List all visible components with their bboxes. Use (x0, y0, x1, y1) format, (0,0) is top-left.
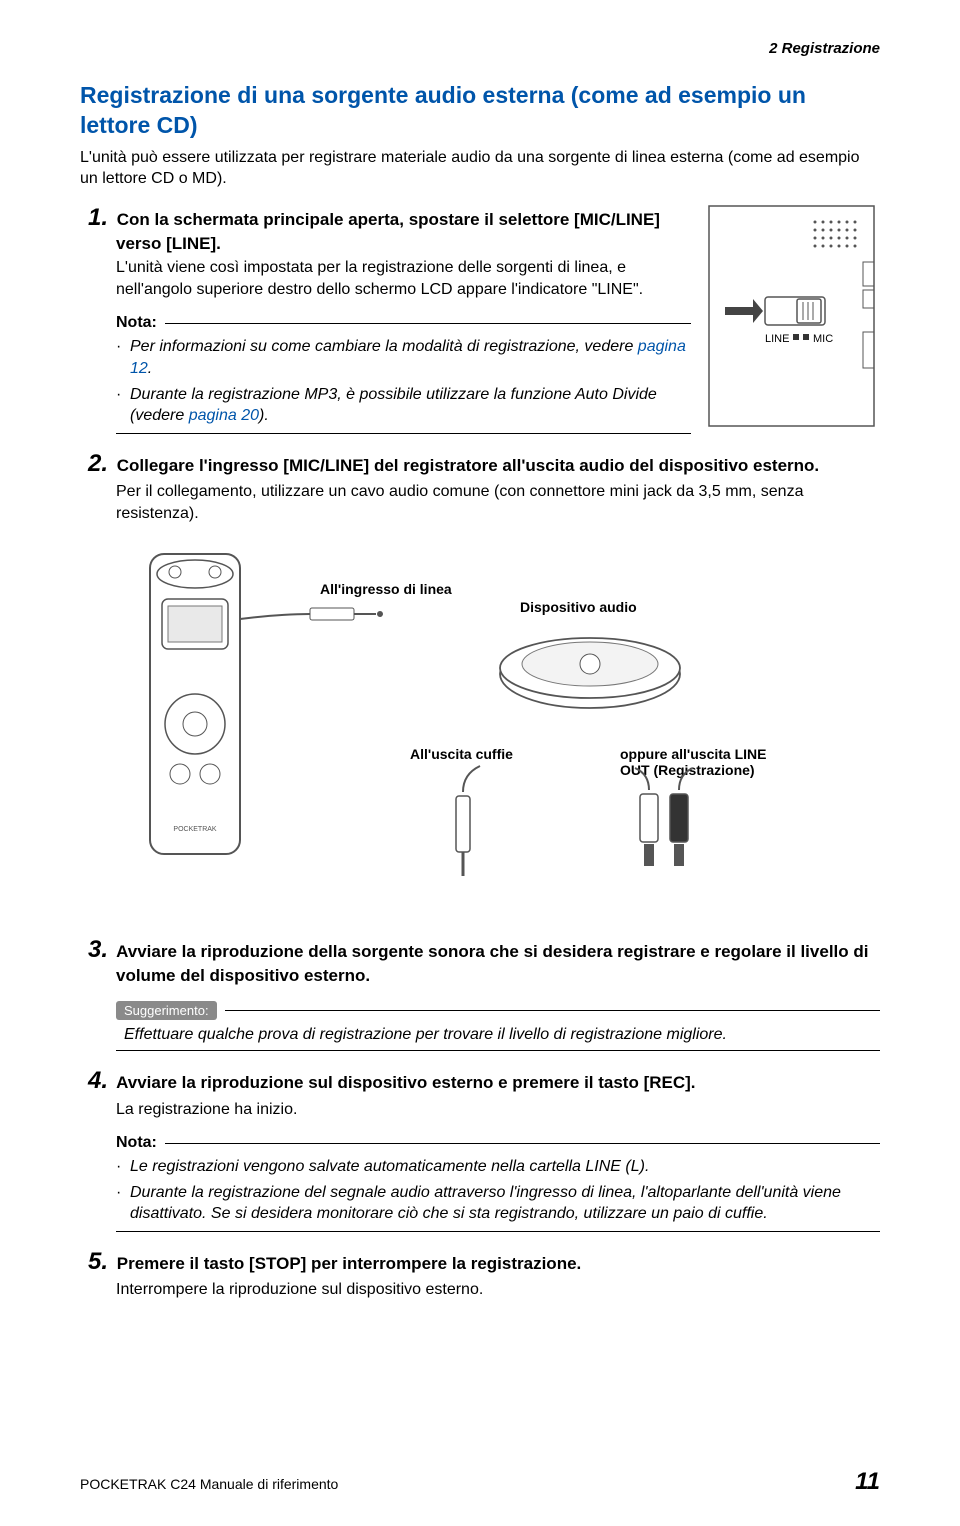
page-link: pagina 20 (189, 407, 259, 424)
page-number: 11 (855, 1468, 880, 1496)
audio-device-icon (500, 638, 680, 708)
footer-product: POCKETRAK C24 Manuale di riferimento (80, 1476, 338, 1492)
step-heading-text: Avviare la riproduzione della sorgente s… (116, 942, 868, 985)
note-list-1: Per informazioni su come cambiare la mod… (80, 336, 691, 426)
divider (116, 1050, 880, 1051)
step-1: 1. Con la schermata principale aperta, s… (80, 202, 691, 300)
step-1-heading: 1. Con la schermata principale aperta, s… (116, 202, 691, 255)
mic-label: MIC (813, 333, 833, 345)
step-1-body: L'unità viene così impostata per la regi… (116, 257, 691, 300)
divider (116, 433, 691, 434)
step-5-body: Interrompere la riproduzione sul disposi… (116, 1279, 880, 1301)
step-4-body: La registrazione ha inizio. (116, 1099, 880, 1121)
headphone-out-label: All'uscita cuffie (410, 746, 513, 762)
step-2-body: Per il collegamento, utilizzare un cavo … (116, 481, 880, 524)
page-footer: POCKETRAK C24 Manuale di riferimento 11 (80, 1468, 880, 1496)
note-item: Durante la registrazione MP3, è possibil… (116, 384, 691, 427)
intro-paragraph: L'unità può essere utilizzata per regist… (80, 147, 880, 190)
step-number: 4. (88, 1067, 108, 1094)
connection-diagram: POCKETRAK All'ingresso di linea Disposit… (80, 544, 880, 904)
step-5-heading: 5. Premere il tasto [STOP] per interromp… (116, 1246, 880, 1277)
step-heading-text: Premere il tasto [STOP] per interrompere… (117, 1254, 582, 1273)
section-title: Registrazione di una sorgente audio este… (80, 81, 880, 141)
step-heading-text: Avviare la riproduzione sul dispositivo … (116, 1073, 695, 1092)
switch-illustration: LINE MIC (705, 202, 880, 448)
step-2: 2. Collegare l'ingresso [MIC/LINE] del r… (80, 448, 880, 524)
step-number: 2. (88, 450, 108, 477)
note-item: Le registrazioni vengono salvate automat… (116, 1156, 880, 1178)
note-label: Nota: (116, 1134, 157, 1152)
step-heading-text: Collegare l'ingresso [MIC/LINE] del regi… (117, 456, 819, 475)
device-label: Dispositivo audio (520, 599, 637, 615)
jack-plug-icon (456, 766, 480, 876)
step-5: 5. Premere il tasto [STOP] per interromp… (80, 1246, 880, 1301)
divider (116, 1231, 880, 1232)
step-heading-text: Con la schermata principale aperta, spos… (116, 210, 660, 253)
rca-plug-icon (635, 768, 693, 866)
step-number: 1. (88, 204, 108, 231)
step-4-heading: 4. Avviare la riproduzione sul dispositi… (116, 1065, 880, 1096)
note-list-2: Le registrazioni vengono salvate automat… (116, 1156, 880, 1225)
step-number: 3. (88, 936, 108, 963)
svg-text:POCKETRAK: POCKETRAK (173, 826, 217, 833)
recorder-icon: POCKETRAK (150, 554, 240, 854)
chapter-header: 2 Registrazione (80, 40, 880, 57)
note-item: Durante la registrazione del segnale aud… (116, 1182, 880, 1225)
note-label: Nota: (116, 314, 157, 332)
step-2-heading: 2. Collegare l'ingresso [MIC/LINE] del r… (116, 448, 880, 479)
step-4: 4. Avviare la riproduzione sul dispositi… (80, 1065, 880, 1120)
line-label: LINE (765, 333, 789, 345)
tip-separator: Suggerimento: (116, 1001, 880, 1020)
note-separator: Nota: (80, 314, 691, 332)
step-3-heading: 3. Avviare la riproduzione della sorgent… (116, 934, 880, 987)
tip-text: Effettuare qualche prova di registrazion… (116, 1026, 880, 1044)
note-separator: Nota: (116, 1134, 880, 1152)
note-item: Per informazioni su come cambiare la mod… (116, 336, 691, 379)
step-number: 5. (88, 1248, 108, 1275)
line-input-label: All'ingresso di linea (320, 581, 452, 597)
step-3: 3. Avviare la riproduzione della sorgent… (80, 934, 880, 987)
tip-badge: Suggerimento: (116, 1001, 217, 1020)
